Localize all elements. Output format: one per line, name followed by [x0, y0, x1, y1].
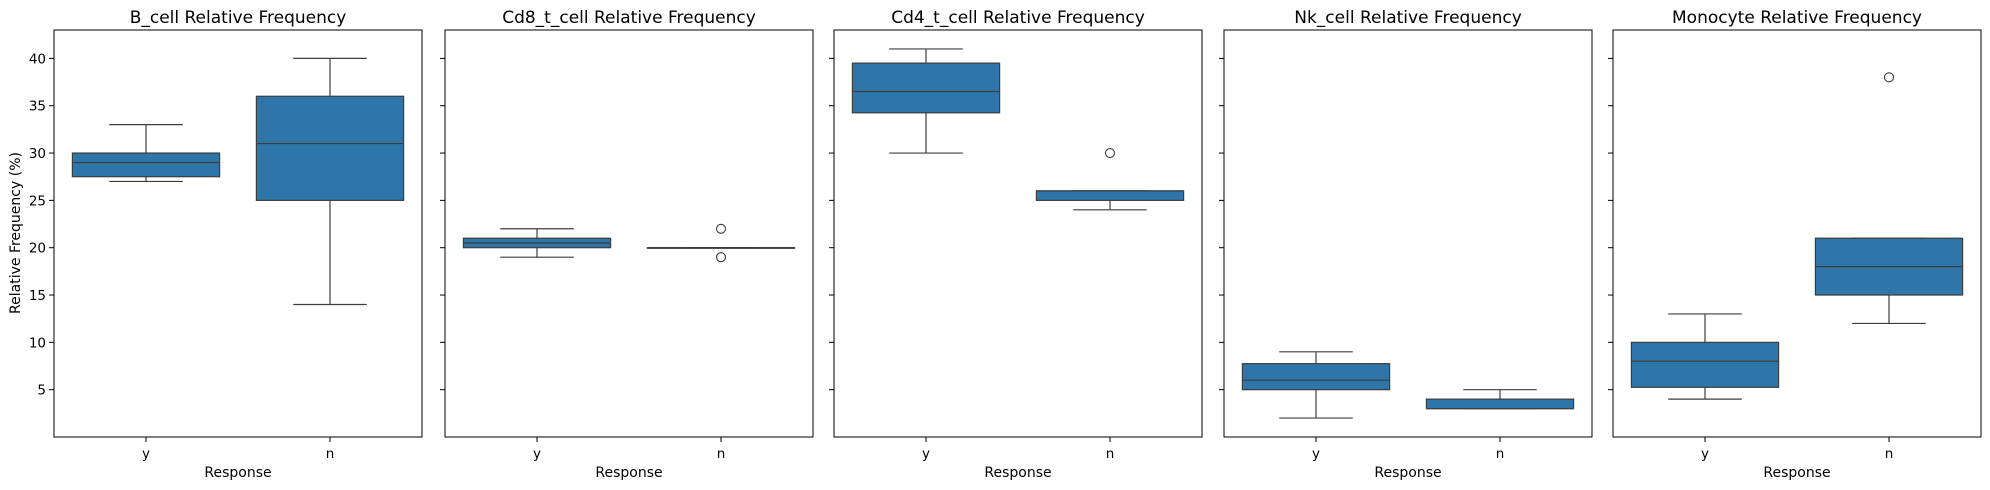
- x-tick-label: n: [1885, 446, 1894, 462]
- y-tick-label: 10: [29, 335, 46, 351]
- x-tick-label: n: [326, 446, 335, 462]
- iqr-box: [1425, 398, 1575, 410]
- x-tick-label: n: [1496, 446, 1505, 462]
- box-n: [1814, 72, 1964, 325]
- iqr-box: [255, 95, 405, 201]
- subplot-5: Monocyte Relative Frequency y n Response: [1608, 8, 1982, 481]
- axes-frame: [444, 29, 814, 438]
- box-y: [462, 228, 612, 258]
- y-tick-label: 5: [37, 383, 46, 399]
- iqr-box: [1035, 190, 1185, 201]
- axes-frame: [53, 29, 423, 438]
- box-y: [1630, 313, 1780, 400]
- x-axis-label: Response: [984, 465, 1051, 481]
- iqr-box: [1630, 341, 1780, 388]
- subplot-4: Nk_cell Relative Frequency y n Response: [1219, 8, 1593, 481]
- axes-frame: [1612, 29, 1982, 438]
- y-tick-label: 20: [29, 241, 46, 257]
- subplot-title: B_cell Relative Frequency: [130, 8, 347, 28]
- y-tick-label: 35: [29, 99, 46, 115]
- subplot-3: Cd4_t_cell Relative Frequency y n Response: [829, 8, 1203, 481]
- box-n: [646, 223, 796, 263]
- subplot-1: B_cell Relative Frequency 5 10 15 20 25 30 35 40…: [29, 8, 423, 481]
- iqr-box: [71, 152, 221, 178]
- subplot-title: Cd8_t_cell Relative Frequency: [502, 8, 756, 28]
- y-tick-label: 15: [29, 288, 46, 304]
- x-tick-label: y: [1312, 446, 1320, 462]
- x-axis-label: Response: [1763, 465, 1830, 481]
- y-tick-label: 30: [29, 146, 46, 162]
- outlier-point: [715, 252, 727, 263]
- subplot-title: Nk_cell Relative Frequency: [1294, 8, 1522, 28]
- y-axis-label: Relative Frequency (%): [8, 152, 24, 314]
- subplot-2: Cd8_t_cell Relative Frequency y n Response: [440, 8, 814, 481]
- subplot-title: Cd4_t_cell Relative Frequency: [891, 8, 1145, 28]
- x-tick-label: n: [1106, 446, 1115, 462]
- outlier-point: [1104, 147, 1116, 159]
- x-tick-label: y: [1701, 446, 1709, 462]
- x-axis-label: Response: [204, 465, 271, 481]
- outlier-point: [715, 223, 727, 234]
- axes-frame: [1223, 29, 1593, 438]
- y-tick-label: 25: [29, 193, 46, 209]
- box-n: [1425, 389, 1575, 410]
- box-y: [1241, 351, 1391, 419]
- outlier-point: [1883, 72, 1895, 83]
- subplot-title: Monocyte Relative Frequency: [1672, 8, 1922, 28]
- y-tick-label: 40: [29, 51, 46, 67]
- x-axis-label: Response: [595, 465, 662, 481]
- box-n: [255, 57, 405, 306]
- box-y: [851, 48, 1001, 154]
- x-tick-label: y: [922, 446, 930, 462]
- box-y: [71, 124, 221, 183]
- x-axis-label: Response: [1374, 465, 1441, 481]
- x-tick-label: n: [717, 446, 726, 462]
- x-tick-label: y: [533, 446, 541, 462]
- iqr-box: [851, 62, 1001, 114]
- axes-frame: [833, 29, 1203, 438]
- panels: B_cell Relative Frequency 5 10 15 20 25 30 35 40…: [29, 8, 1982, 481]
- iqr-box: [1241, 363, 1391, 391]
- box-n: [1035, 147, 1185, 211]
- x-tick-label: y: [142, 446, 150, 462]
